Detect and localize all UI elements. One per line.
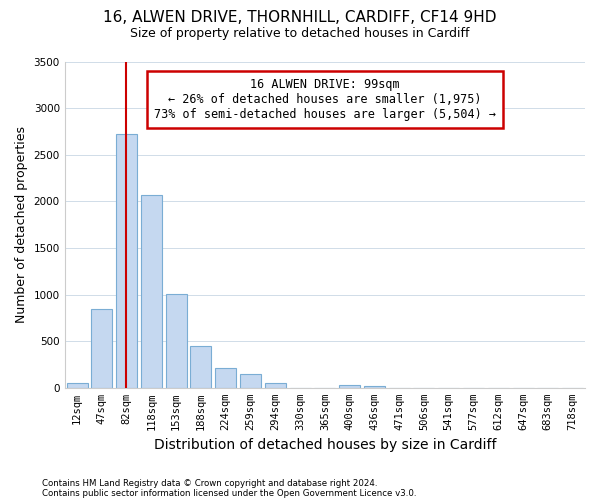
Bar — [364, 386, 385, 388]
Y-axis label: Number of detached properties: Number of detached properties — [15, 126, 28, 323]
Text: Size of property relative to detached houses in Cardiff: Size of property relative to detached ho… — [130, 28, 470, 40]
Bar — [339, 384, 360, 388]
Text: 16 ALWEN DRIVE: 99sqm
← 26% of detached houses are smaller (1,975)
73% of semi-d: 16 ALWEN DRIVE: 99sqm ← 26% of detached … — [154, 78, 496, 121]
Bar — [190, 346, 211, 388]
Bar — [215, 368, 236, 388]
Bar — [67, 382, 88, 388]
Text: Contains HM Land Registry data © Crown copyright and database right 2024.: Contains HM Land Registry data © Crown c… — [42, 478, 377, 488]
X-axis label: Distribution of detached houses by size in Cardiff: Distribution of detached houses by size … — [154, 438, 496, 452]
Bar — [141, 195, 162, 388]
Bar — [166, 294, 187, 388]
Bar — [265, 382, 286, 388]
Text: 16, ALWEN DRIVE, THORNHILL, CARDIFF, CF14 9HD: 16, ALWEN DRIVE, THORNHILL, CARDIFF, CF1… — [103, 10, 497, 25]
Text: Contains public sector information licensed under the Open Government Licence v3: Contains public sector information licen… — [42, 488, 416, 498]
Bar — [116, 134, 137, 388]
Bar — [91, 308, 112, 388]
Bar — [240, 374, 261, 388]
